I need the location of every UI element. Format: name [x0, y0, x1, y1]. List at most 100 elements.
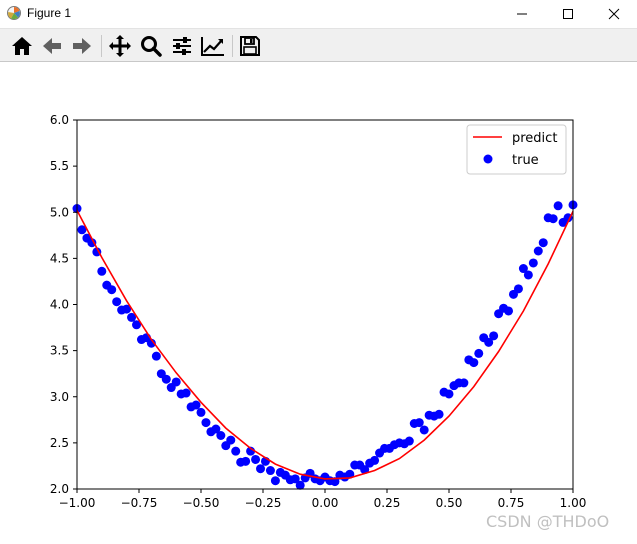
scatter-point [513, 284, 523, 294]
minimize-button[interactable] [499, 0, 545, 28]
scatter-point [414, 418, 424, 428]
scatter-point [146, 338, 156, 348]
scatter-point [553, 201, 563, 211]
y-tick-label: 4.0 [50, 298, 69, 312]
magnifier-icon [141, 36, 162, 57]
x-tick-label: 0.50 [436, 496, 463, 510]
y-tick-label: 4.5 [50, 251, 69, 265]
home-icon [12, 37, 32, 55]
scatter-point [474, 348, 484, 358]
scatter-point [211, 424, 221, 434]
x-tick-label: −1.00 [59, 496, 96, 510]
scatter-point [518, 264, 528, 274]
x-tick-label: −0.75 [121, 496, 158, 510]
scatter-point [161, 374, 171, 384]
scatter-point [538, 238, 548, 248]
scatter-point [251, 454, 261, 464]
sliders-icon [173, 37, 191, 55]
navigation-toolbar [0, 28, 637, 62]
scatter-point [489, 331, 499, 341]
scatter-point [469, 358, 479, 368]
y-tick-label: 2.5 [50, 436, 69, 450]
legend: predict true [466, 124, 567, 175]
y-tick-label: 3.0 [50, 390, 69, 404]
close-button[interactable] [591, 0, 637, 28]
x-tick-label: 0.00 [312, 496, 339, 510]
scatter-point [523, 270, 533, 280]
legend-true-marker [483, 154, 493, 164]
save-button[interactable] [236, 32, 264, 60]
scatter-point [226, 435, 236, 445]
scatter-point [241, 456, 251, 466]
home-button[interactable] [8, 32, 36, 60]
scatter-point [97, 266, 107, 276]
scatter-point [127, 312, 137, 322]
scatter-point [201, 418, 211, 428]
scatter-point [290, 474, 300, 484]
toolbar-separator [232, 35, 233, 57]
y-tick-label: 5.0 [50, 205, 69, 219]
minimize-icon [517, 13, 527, 15]
move-icon [109, 35, 131, 57]
y-tick-label: 2.0 [50, 482, 69, 496]
scatter-point [196, 407, 206, 417]
scatter-point [87, 238, 97, 248]
maximize-icon [563, 9, 573, 19]
legend-label-predict: predict [512, 131, 557, 146]
subplots-button[interactable] [168, 32, 196, 60]
scatter-point [295, 480, 305, 490]
line-chart-icon [201, 37, 224, 56]
x-tick-label: 0.75 [498, 496, 525, 510]
scatter-point [444, 389, 454, 399]
scatter-point [181, 388, 191, 398]
figure-canvas[interactable]: −1.00 −0.75 −0.50 −0.25 0.00 0.25 0.50 0.75 1.00… [0, 62, 637, 540]
edit-axis-button[interactable] [199, 32, 227, 60]
matplotlib-app-icon [7, 6, 21, 20]
watermark: CSDN @THDoO [486, 512, 610, 531]
forward-button[interactable] [68, 32, 96, 60]
scatter-point [231, 446, 241, 456]
scatter-point [504, 306, 514, 316]
scatter-point [533, 246, 543, 256]
scatter-point [265, 466, 275, 476]
scatter-point [404, 436, 414, 446]
plot-svg: −1.00 −0.75 −0.50 −0.25 0.00 0.25 0.50 0.75 1.00… [50, 113, 587, 510]
x-tick-label: 1.00 [560, 496, 587, 510]
axes-frame [76, 119, 574, 490]
scatter-point [434, 409, 444, 419]
legend-label-true: true [512, 153, 539, 168]
x-tick-label: −0.25 [245, 496, 282, 510]
scatter-point [92, 247, 102, 257]
x-tick-label: −0.50 [183, 496, 220, 510]
y-tick-label: 3.5 [50, 344, 69, 358]
scatter-point [484, 337, 494, 347]
scatter-point [528, 258, 538, 268]
scatter-point [216, 430, 226, 440]
y-tick-label: 6.0 [50, 113, 69, 127]
zoom-button[interactable] [137, 32, 165, 60]
pan-button[interactable] [106, 32, 134, 60]
scatter-point [548, 214, 558, 224]
y-tick-label: 5.5 [50, 159, 69, 173]
scatter-point [132, 320, 142, 330]
predict-line [76, 210, 574, 480]
arrow-right-icon [73, 38, 91, 54]
scatter-point [122, 304, 132, 314]
x-tick-label: 0.25 [374, 496, 401, 510]
scatter-point [112, 297, 122, 307]
scatter-point [171, 377, 181, 387]
scatter-point [370, 455, 380, 465]
maximize-button[interactable] [545, 0, 591, 28]
scatter-point [256, 464, 266, 474]
back-button[interactable] [38, 32, 66, 60]
scatter-point [419, 425, 429, 435]
close-icon [608, 8, 620, 20]
window-title: Figure 1 [27, 6, 72, 20]
scatter-point [107, 285, 117, 295]
scatter-point [77, 225, 87, 235]
scatter-point [151, 351, 161, 361]
scatter-point [270, 476, 280, 486]
scatter-point [459, 378, 469, 388]
scatter-point [191, 400, 201, 410]
floppy-disk-icon [240, 36, 260, 56]
